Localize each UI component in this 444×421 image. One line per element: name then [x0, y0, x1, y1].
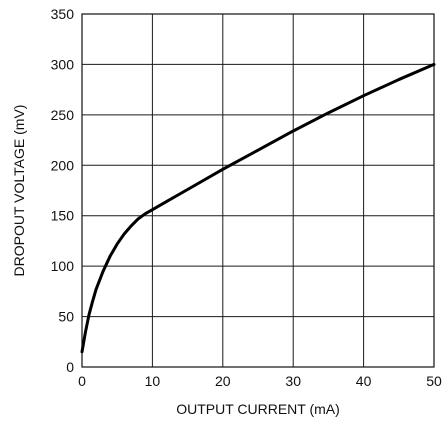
y-axis-title: DROPOUT VOLTAGE (mV) [11, 105, 27, 277]
y-tick-label: 0 [66, 359, 74, 375]
grid [81, 13, 435, 368]
x-tick-label: 20 [215, 373, 231, 389]
y-tick-labels: 0 50 100 150 200 250 300 350 [51, 6, 75, 375]
y-tick-label: 50 [58, 309, 74, 325]
x-tick-label: 50 [426, 373, 442, 389]
dropout-voltage-curve [80, 62, 436, 354]
x-tick-label: 0 [78, 373, 86, 389]
y-tick-label: 100 [51, 258, 75, 274]
x-tick-label: 30 [285, 373, 301, 389]
y-tick-label: 300 [51, 56, 75, 72]
x-tick-label: 40 [356, 373, 372, 389]
y-tick-label: 150 [51, 208, 75, 224]
x-tick-label: 10 [145, 373, 161, 389]
x-axis-title: OUTPUT CURRENT (mA) [176, 401, 340, 417]
x-tick-labels: 0 10 20 30 40 50 [78, 373, 442, 389]
y-tick-label: 350 [51, 6, 75, 22]
y-tick-label: 250 [51, 107, 75, 123]
plot-frame [81, 13, 435, 368]
y-tick-label: 200 [51, 157, 75, 173]
